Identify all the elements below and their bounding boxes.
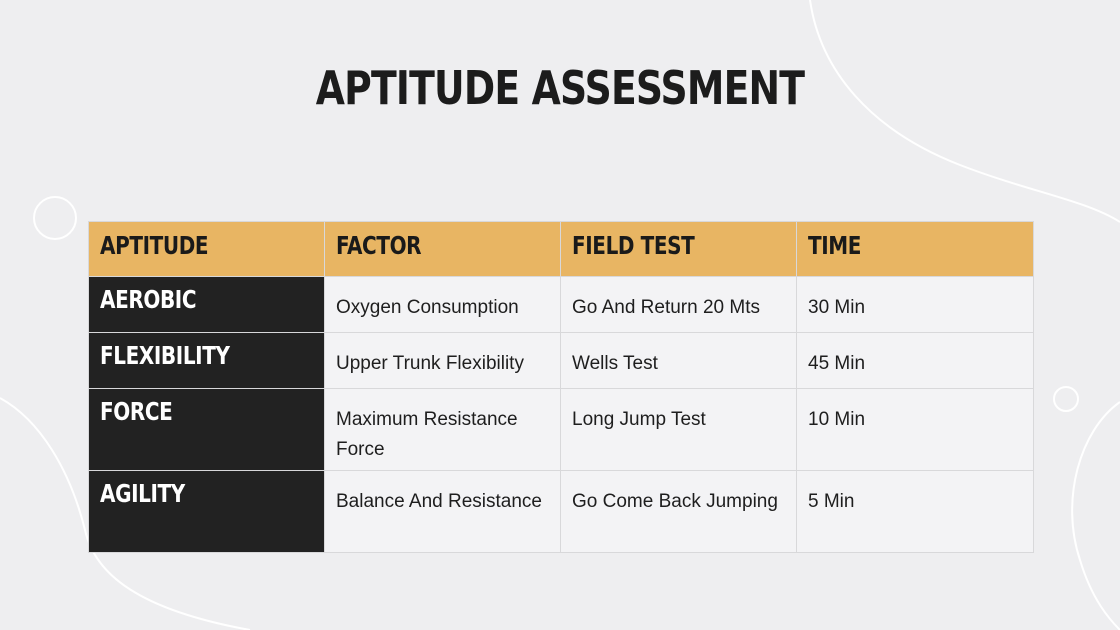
time-cell: 10 Min bbox=[796, 388, 1034, 471]
time-cell: 30 Min bbox=[796, 276, 1034, 333]
left-circle-outline bbox=[33, 196, 77, 240]
aptitude-cell: AEROBIC bbox=[88, 276, 325, 333]
field-test-cell: Go Come Back Jumping bbox=[560, 470, 797, 553]
table-row: AEROBIC Oxygen Consumption Go And Return… bbox=[88, 276, 1034, 333]
right-circle-outline bbox=[1053, 386, 1079, 412]
page-title: APTITUDE ASSESSMENT bbox=[315, 61, 805, 115]
factor-cell: Oxygen Consumption bbox=[324, 276, 561, 333]
top-right-curve bbox=[809, 0, 1120, 223]
field-test-cell: Go And Return 20 Mts bbox=[560, 276, 797, 333]
factor-cell: Maximum Resistance Force bbox=[324, 388, 561, 471]
header-aptitude: APTITUDE bbox=[88, 221, 325, 277]
table-row: AGILITY Balance And Resistance Go Come B… bbox=[88, 470, 1034, 553]
aptitude-cell: AGILITY bbox=[88, 470, 325, 553]
time-cell: 5 Min bbox=[796, 470, 1034, 553]
time-cell: 45 Min bbox=[796, 332, 1034, 389]
factor-cell: Balance And Resistance bbox=[324, 470, 561, 553]
aptitude-cell: FORCE bbox=[88, 388, 325, 471]
factor-cell: Upper Trunk Flexibility bbox=[324, 332, 561, 389]
header-factor: FACTOR bbox=[324, 221, 561, 277]
table-row: FLEXIBILITY Upper Trunk Flexibility Well… bbox=[88, 332, 1034, 389]
field-test-cell: Wells Test bbox=[560, 332, 797, 389]
field-test-cell: Long Jump Test bbox=[560, 388, 797, 471]
left-bottom-curve bbox=[0, 397, 251, 630]
header-field-test: FIELD TEST bbox=[560, 221, 797, 277]
aptitude-cell: FLEXIBILITY bbox=[88, 332, 325, 389]
right-bottom-arc bbox=[1071, 401, 1120, 630]
table-row: FORCE Maximum Resistance Force Long Jump… bbox=[88, 388, 1034, 471]
aptitude-table: APTITUDE FACTOR FIELD TEST TIME AEROBIC … bbox=[88, 221, 1034, 553]
table-header-row: APTITUDE FACTOR FIELD TEST TIME bbox=[88, 221, 1034, 277]
header-time: TIME bbox=[796, 221, 1034, 277]
